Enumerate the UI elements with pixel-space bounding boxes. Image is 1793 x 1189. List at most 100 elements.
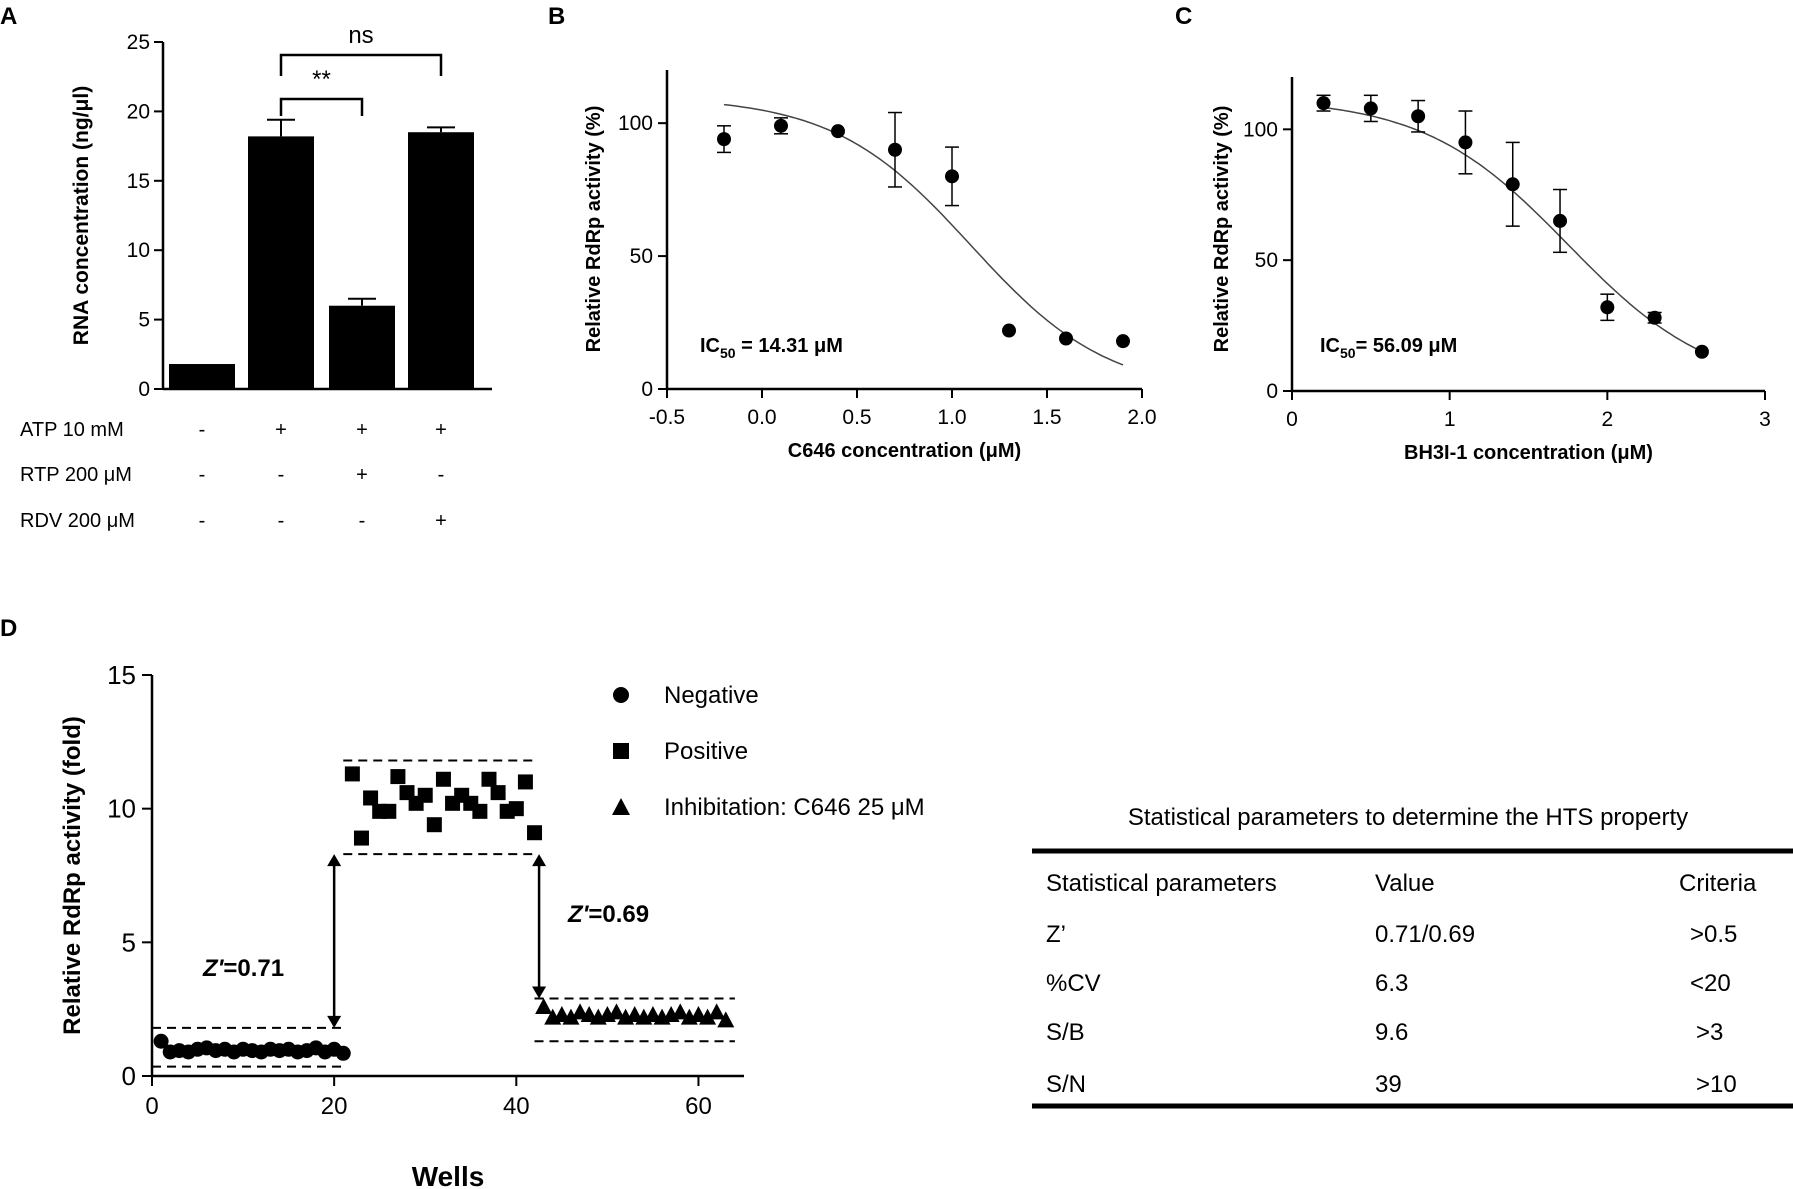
ic50-subscript: 50 (720, 345, 736, 361)
legend-marker (612, 798, 630, 815)
condition-label: RTP 200 μM (20, 464, 132, 486)
significance-label: ns (348, 22, 373, 49)
y-axis-title: Relative RdRp activity (%) (1211, 106, 1233, 353)
x-tick-label: 2 (1601, 408, 1613, 431)
table-cell: 0.71/0.69 (1375, 921, 1475, 948)
data-point (1694, 344, 1709, 359)
data-point (1505, 177, 1520, 192)
table-header-parameter: Statistical parameters (1046, 870, 1277, 897)
data-point (671, 1003, 689, 1020)
condition-sign: - (359, 510, 366, 532)
y-tick-label: 10 (127, 239, 150, 262)
bar (248, 136, 314, 389)
x-tick-label: 3 (1759, 408, 1771, 431)
condition-sign: + (435, 510, 447, 532)
x-axis-title: BH3I-1 concentration (μM) (1404, 442, 1653, 464)
table-cell: %CV (1046, 970, 1101, 997)
condition-sign: - (278, 464, 285, 486)
data-point (717, 132, 731, 147)
data-point (153, 1033, 169, 1049)
x-axis-title: C646 concentration (μM) (788, 440, 1021, 462)
table-cell: S/B (1046, 1019, 1085, 1046)
data-point (1458, 135, 1473, 150)
data-point (344, 766, 360, 782)
arrow-head (327, 854, 342, 867)
data-point (774, 118, 788, 133)
data-point (1600, 300, 1615, 315)
x-tick-label: 1.0 (937, 406, 966, 429)
data-point (381, 803, 397, 819)
data-point (435, 771, 451, 787)
condition-label: RDV 200 μM (20, 510, 135, 532)
data-point (1116, 334, 1130, 349)
y-tick-label: 5 (138, 309, 150, 332)
table-cell: 9.6 (1375, 1019, 1408, 1046)
condition-sign: - (199, 464, 206, 486)
y-tick-label: 25 (127, 31, 150, 54)
condition-sign: + (356, 419, 368, 441)
data-point (335, 1045, 351, 1061)
x-axis-title: Wells (412, 1161, 485, 1189)
table-header-criteria: Criteria (1679, 870, 1757, 897)
data-point (527, 825, 543, 841)
y-tick-label: 0 (122, 1061, 136, 1091)
panel-letter-c: C (1175, 3, 1192, 30)
ic50-annotation: IC50 = 14.31 μM (700, 335, 843, 361)
data-point (472, 803, 488, 819)
z-prime-symbol: Z' (567, 901, 590, 928)
condition-label: ATP 10 mM (20, 419, 124, 441)
data-point (481, 771, 497, 787)
data-point (417, 787, 433, 803)
data-point (535, 997, 553, 1014)
legend-marker (613, 687, 629, 703)
y-tick-label: 50 (1255, 249, 1278, 272)
y-tick-label: 5 (122, 927, 136, 957)
stats-table: Statistical parameters to determine the … (1032, 804, 1793, 1109)
data-point (390, 769, 406, 785)
y-axis-title: Relative RdRp activity (fold) (59, 716, 86, 1035)
y-tick-label: 0 (138, 378, 150, 401)
table-title: Statistical parameters to determine the … (1128, 804, 1688, 831)
arrow-head (327, 1015, 342, 1028)
panel-letter-a: A (0, 3, 17, 30)
chart-b-dose-response: -0.5 0.0 0.5 1.0 1.5 2.0 0 50 100 C646 concentrat… (583, 70, 1157, 462)
data-point (945, 169, 959, 184)
x-tick-label: 0 (1286, 408, 1298, 431)
data-point (426, 817, 442, 833)
z-prime-value: =0.71 (223, 955, 284, 982)
condition-sign: + (275, 419, 287, 441)
data-point (1411, 109, 1426, 124)
data-point (1059, 331, 1073, 346)
condition-sign: + (356, 464, 368, 486)
data-point (699, 1008, 717, 1025)
data-point (508, 801, 524, 817)
data-point (490, 785, 506, 801)
data-point (353, 830, 369, 846)
significance-label: ** (312, 66, 331, 93)
ic50-subscript: 50 (1340, 345, 1356, 361)
y-tick-label: 0 (1266, 380, 1278, 403)
y-tick-label: 10 (107, 794, 136, 824)
legend-marker (613, 743, 629, 759)
x-tick-label: 1.5 (1032, 406, 1061, 429)
data-point (831, 124, 845, 139)
y-tick-label: 50 (630, 245, 653, 268)
bar (408, 132, 474, 389)
data-point (1363, 101, 1378, 116)
data-point (607, 1003, 625, 1020)
significance-bracket (279, 53, 443, 76)
y-tick-label: 15 (127, 170, 150, 193)
table-cell: S/N (1046, 1071, 1086, 1098)
condition-sign: - (199, 510, 206, 532)
z-prime-symbol: Z' (202, 955, 225, 982)
z-prime-value: =0.69 (588, 901, 649, 928)
x-tick-label: 60 (685, 1093, 712, 1120)
table-cell: >0.5 (1690, 921, 1737, 948)
table-cell: 6.3 (1375, 970, 1408, 997)
chart-a-bar: 0 5 10 15 20 25 RNA concentration (ng/μl) ns ** A… (20, 22, 492, 532)
condition-sign: + (435, 419, 447, 441)
y-tick-label: 0 (641, 378, 653, 401)
legend-label: Positive (664, 738, 748, 765)
table-cell: >10 (1696, 1071, 1737, 1098)
